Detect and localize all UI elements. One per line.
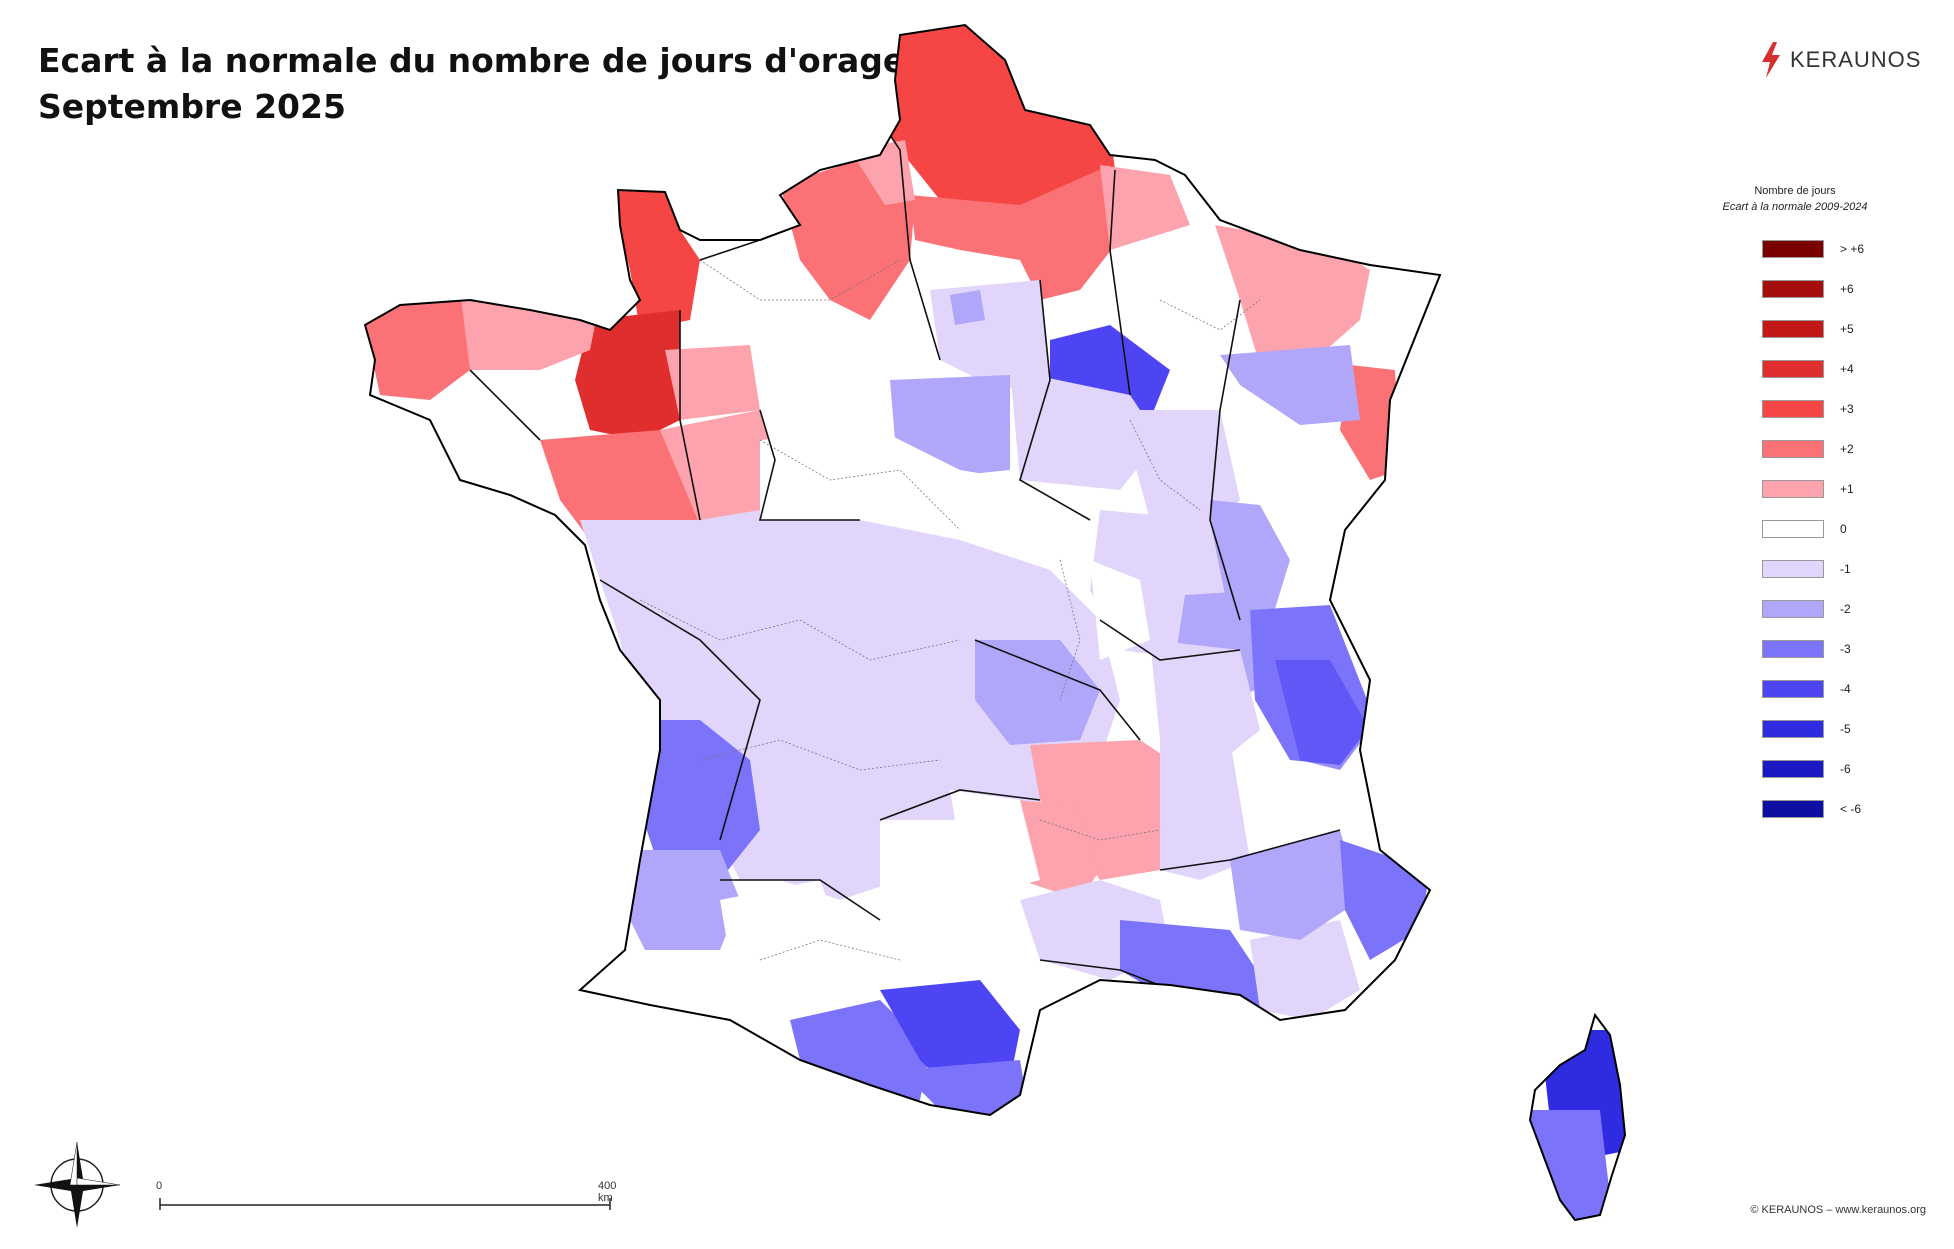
legend-swatch [1762, 800, 1824, 818]
scale-start-label: 0 [156, 1180, 163, 1192]
legend-swatch [1762, 440, 1824, 458]
legend-item: +1 [1720, 469, 1900, 509]
corsica-outline [1528, 1012, 1627, 1222]
legend-item: > +6 [1720, 229, 1900, 269]
scale-bar-line [159, 1198, 611, 1210]
scale-bar: 0 400 km [150, 1180, 620, 1220]
scale-end-label: 400 km [598, 1180, 617, 1204]
legend-item: 0 [1720, 509, 1900, 549]
legend-label: -2 [1840, 602, 1851, 616]
legend-label: -3 [1840, 642, 1851, 656]
legend-swatch [1762, 640, 1824, 658]
legend-label: -1 [1840, 562, 1851, 576]
sub-boundaries [639, 259, 1261, 961]
france-outline [363, 23, 1442, 1117]
legend-item: +3 [1720, 389, 1900, 429]
keraunos-logo: KERAUNOS [1760, 42, 1921, 78]
legend-item: +6 [1720, 269, 1900, 309]
legend-swatch [1762, 240, 1824, 258]
legend-label: 0 [1840, 522, 1847, 536]
legend-swatch [1762, 320, 1824, 338]
legend-label: +2 [1840, 442, 1854, 456]
legend-label: -4 [1840, 682, 1851, 696]
legend-label: +3 [1840, 402, 1854, 416]
title-line-2: Septembre 2025 [38, 87, 346, 126]
compass-rose-icon [34, 1141, 121, 1228]
legend-label: +5 [1840, 322, 1854, 336]
legend-swatch [1762, 480, 1824, 498]
legend-swatch [1762, 280, 1824, 298]
legend-label: +6 [1840, 282, 1854, 296]
legend-label: < -6 [1840, 802, 1862, 816]
legend-label: > +6 [1840, 242, 1865, 256]
legend-item: -2 [1720, 589, 1900, 629]
title-line-1: Ecart à la normale du nombre de jours d'… [38, 41, 906, 80]
legend-swatch [1762, 400, 1824, 418]
legend-item: -6 [1720, 749, 1900, 789]
legend-subtitle: Ecart à la normale 2009-2024 [1722, 201, 1868, 213]
legend-items: > +6 +6 +5 +4 +3 +2 +1 0 -1 -2 -3 -4 -5 -6 < -6 [1720, 229, 1900, 829]
legend-label: -5 [1840, 722, 1851, 736]
legend-swatch [1762, 520, 1824, 538]
legend-item: -3 [1720, 629, 1900, 669]
legend-label: +4 [1840, 362, 1854, 376]
region-boundaries [469, 119, 1341, 1021]
legend-swatch [1762, 360, 1824, 378]
legend-title: Nombre de jours [1754, 185, 1836, 197]
copyright-text: © KERAUNOS – www.keraunos.org [1750, 1204, 1926, 1216]
lightning-bolt-icon [1762, 42, 1780, 78]
map-title: Ecart à la normale du nombre de jours d'… [38, 38, 905, 130]
legend-swatch [1762, 600, 1824, 618]
legend-item: +2 [1720, 429, 1900, 469]
legend-item: +5 [1720, 309, 1900, 349]
legend-swatch [1762, 760, 1824, 778]
legend-item: -1 [1720, 549, 1900, 589]
legend-swatch [1762, 720, 1824, 738]
legend-label: +1 [1840, 482, 1854, 496]
legend-swatch [1762, 560, 1824, 578]
logo-text: KERAUNOS [1790, 47, 1922, 72]
legend-item: < -6 [1720, 789, 1900, 829]
legend-item: +4 [1720, 349, 1900, 389]
legend-label: -6 [1840, 762, 1851, 776]
legend-item: -4 [1720, 669, 1900, 709]
legend-item: -5 [1720, 709, 1900, 749]
legend: Nombre de jours Ecart à la normale 2009-… [1720, 185, 1900, 829]
legend-swatch [1762, 680, 1824, 698]
